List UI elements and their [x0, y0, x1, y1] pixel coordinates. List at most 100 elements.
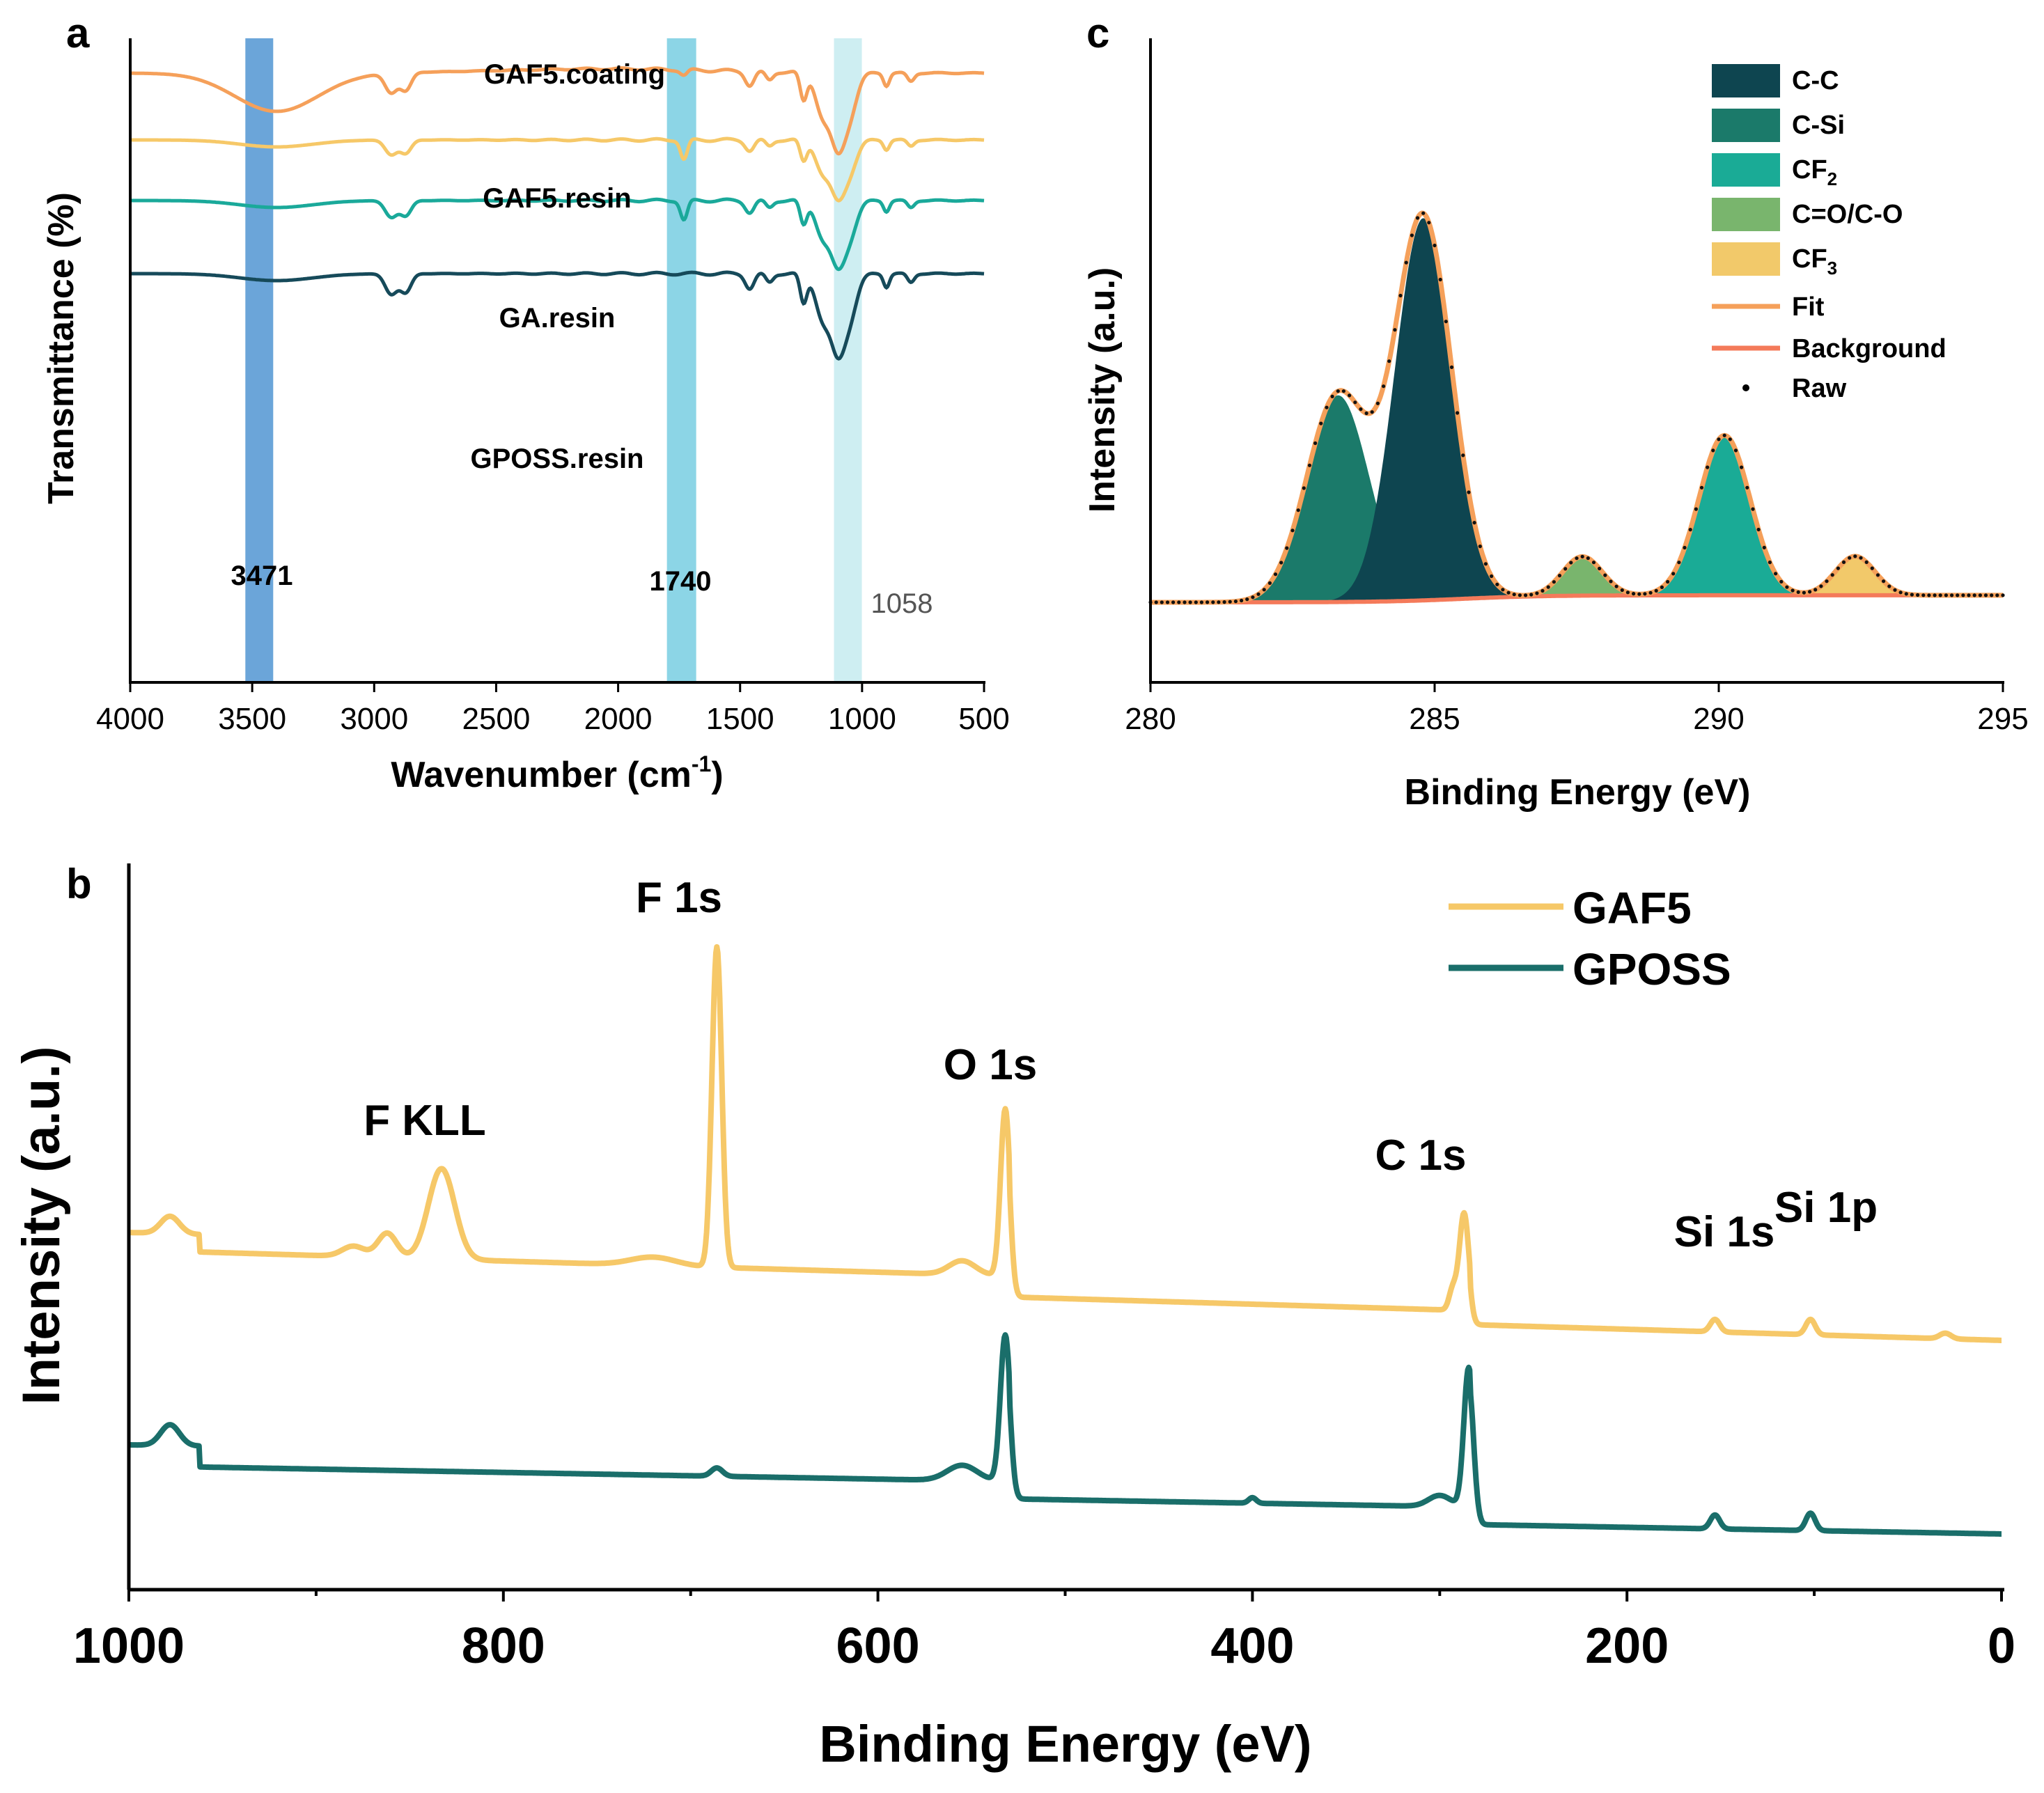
raw-point	[1791, 588, 1795, 593]
component-C-Si	[1212, 395, 1463, 602]
raw-point	[1632, 592, 1636, 596]
raw-point	[1206, 600, 1210, 604]
raw-point	[1472, 521, 1476, 525]
legend-label-C-C: C-C	[1792, 66, 1839, 95]
raw-point	[1853, 554, 1857, 558]
raw-point	[1785, 585, 1789, 589]
raw-point	[1916, 593, 1920, 597]
raw-point	[1552, 580, 1556, 584]
raw-point	[1864, 560, 1869, 565]
panel-b-legend: GAF5 GPOSS	[1449, 883, 1731, 994]
raw-point	[1825, 579, 1829, 584]
raw-point	[1813, 588, 1818, 592]
series-GAF5	[127, 944, 2004, 1343]
raw-point	[1598, 566, 1602, 571]
panel-c-ticks: 280 285 290 295	[1125, 682, 2029, 736]
tick-label: 3500	[218, 702, 286, 736]
panel-b-xlabel: Binding Energy (eV)	[819, 1715, 1311, 1773]
series-GAF5.resin	[130, 136, 985, 203]
raw-point	[1245, 597, 1249, 602]
raw-point	[1302, 486, 1306, 490]
raw-point	[1382, 384, 1386, 389]
raw-point	[1518, 593, 1522, 597]
raw-point	[1330, 394, 1334, 399]
tick-label: 285	[1409, 702, 1460, 736]
raw-point	[1904, 592, 1908, 596]
raw-point	[1444, 320, 1448, 324]
raw-point	[1802, 590, 1806, 595]
raw-point	[1694, 507, 1698, 511]
raw-point	[1830, 573, 1834, 577]
raw-point	[1956, 593, 1960, 597]
panel-c-xlabel: Binding Energy (eV)	[1405, 772, 1751, 813]
raw-point	[1557, 574, 1562, 578]
raw-point	[1456, 411, 1460, 415]
raw-point	[1415, 216, 1420, 220]
raw-point	[1319, 421, 1323, 425]
xps-survey-series	[127, 944, 2004, 1537]
raw-point	[1671, 572, 1676, 576]
raw-point	[1774, 572, 1778, 576]
raw-point	[1279, 561, 1284, 565]
raw-point	[1796, 590, 1800, 595]
panel-c-legend: C-C C-Si CF2 C=O/C-O CF3 Fit Background Raw	[1712, 64, 1947, 403]
raw-point	[1341, 389, 1345, 393]
raw-point	[1348, 393, 1352, 398]
raw-point	[1756, 527, 1761, 532]
series-label-GAF5.resin: GAF5.resin	[483, 183, 631, 214]
raw-point	[1540, 588, 1545, 593]
peak-label-Si-1p: Si 1p	[1774, 1184, 1878, 1232]
series-label-GA.resin: GA.resin	[499, 303, 616, 334]
raw-point	[1353, 400, 1357, 405]
raw-point	[1421, 211, 1426, 215]
raw-point	[1666, 579, 1670, 584]
raw-point	[1199, 600, 1203, 604]
raw-point	[1660, 585, 1664, 590]
raw-point	[1875, 573, 1880, 577]
raw-point	[1160, 600, 1164, 604]
raw-point	[1972, 593, 1976, 597]
raw-point	[1410, 233, 1414, 237]
raw-point	[1273, 572, 1278, 577]
raw-point	[1285, 546, 1289, 550]
raw-point	[1251, 595, 1255, 600]
raw-point	[1870, 566, 1874, 570]
panel-a-ticks: 4000 3500 3000 2500 2000 1500 1000 500	[96, 682, 1010, 736]
legend-label-GAF5: GAF5	[1573, 883, 1692, 933]
raw-point	[1893, 588, 1897, 592]
raw-point	[1290, 528, 1295, 533]
raw-point	[1722, 433, 1726, 437]
raw-point	[1808, 590, 1812, 594]
tick-label: 295	[1977, 702, 2028, 736]
raw-point	[1978, 593, 1982, 597]
raw-point	[1933, 593, 1937, 597]
panel-a-xlabel: Wavenumber (cm-1)	[391, 751, 723, 795]
component-C-C	[1309, 218, 1537, 602]
raw-point	[1370, 410, 1374, 414]
raw-point	[1699, 485, 1704, 490]
raw-point	[1188, 600, 1192, 604]
tick-label: 290	[1693, 702, 1744, 736]
fit-line	[1150, 210, 2003, 605]
raw-point	[1404, 260, 1408, 265]
raw-point	[1625, 590, 1630, 595]
raw-point	[1512, 593, 1516, 597]
legend-label-CF2: CF2	[1792, 155, 1837, 189]
tick-label: 1000	[828, 702, 896, 736]
panel-label-a: a	[66, 10, 90, 56]
raw-point	[1921, 593, 1926, 597]
raw-point	[2001, 593, 2005, 597]
raw-point	[1762, 545, 1766, 550]
raw-point	[1478, 545, 1482, 549]
raw-point	[1654, 588, 1658, 593]
raw-point	[1546, 585, 1550, 589]
panel-label-c: c	[1086, 10, 1109, 56]
raw-point	[1887, 584, 1891, 588]
peak-label-C-1s: C 1s	[1375, 1132, 1467, 1180]
raw-point	[1535, 591, 1539, 595]
raw-point	[1495, 582, 1499, 586]
raw-point	[1603, 573, 1607, 577]
